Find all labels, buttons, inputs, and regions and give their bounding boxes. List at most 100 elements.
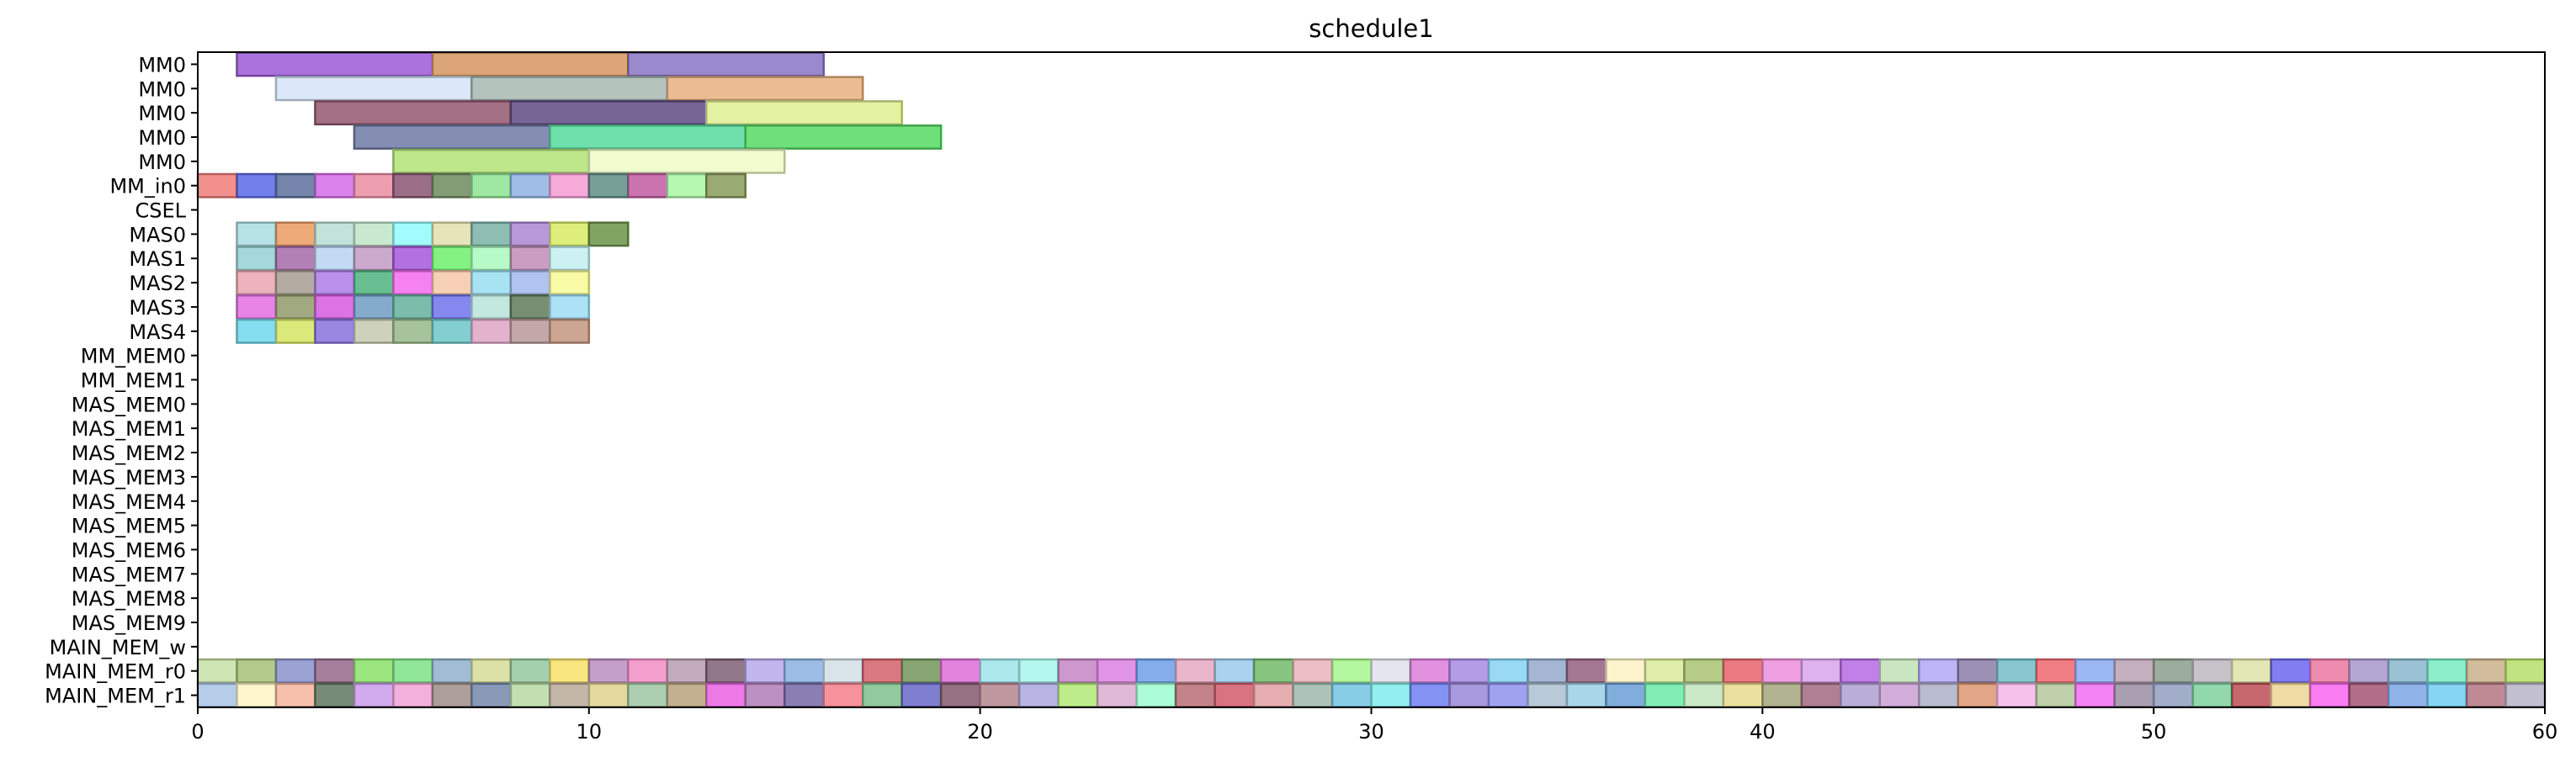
task-bar [470,76,669,102]
task-bar [587,172,629,199]
task-bar [549,172,591,199]
task-bar [549,294,591,320]
x-tick-label: 40 [1750,720,1776,744]
task-bar [431,172,473,199]
task-bars [196,51,2547,708]
task-bar [2152,658,2194,684]
task-bar [2074,658,2116,684]
task-bar [2465,682,2507,708]
task-bar [431,318,473,344]
task-bar [392,682,434,708]
task-bar [2308,682,2350,708]
task-bar [587,221,629,247]
task-bar [900,682,943,708]
task-bar [1017,658,1060,684]
task-bar [314,682,356,708]
task-bar [2074,682,2116,708]
x-tick-label: 50 [2141,720,2167,744]
task-bar [2270,658,2312,684]
x-tick-label: 20 [967,720,993,744]
task-bar [274,76,473,102]
task-bar [2348,658,2390,684]
task-bar [2348,682,2390,708]
task-bar [236,172,278,199]
y-tick-label: MAS2 [129,272,186,295]
task-bar [744,682,786,708]
task-bar [549,270,591,296]
x-tick-label: 30 [1358,720,1384,744]
task-bar [2230,658,2272,684]
task-bar [2387,682,2429,708]
task-bar [274,172,316,199]
task-bar [353,658,395,684]
task-bar [705,172,747,199]
task-bar [1330,658,1373,684]
y-tick-label: MAS_MEM6 [72,538,186,562]
y-tick-label: MAS1 [129,247,186,271]
y-tick-label: MAS_MEM7 [72,563,186,586]
task-bar [1409,682,1451,708]
task-bar [666,682,708,708]
task-bar [274,294,316,320]
y-tick-label: MAS_MEM2 [72,442,186,465]
task-bar [353,294,395,320]
task-bar [783,658,825,684]
task-bar [236,682,278,708]
task-bar [1057,658,1099,684]
task-bar [549,682,591,708]
y-tick-label: MAIN_MEM_w [50,636,186,659]
task-bar [2504,658,2547,684]
task-bar [431,246,473,272]
task-bar [431,294,473,320]
task-bar [744,124,943,150]
task-bar [979,658,1021,684]
x-tick-label: 0 [191,720,204,744]
y-tick-label: MM0 [138,102,186,125]
task-bar [2035,682,2077,708]
task-bar [353,124,551,150]
x-tick-label: 60 [2532,720,2558,744]
y-tick-label: MM0 [138,53,186,77]
task-bar [1214,682,1256,708]
task-bar [1017,682,1060,708]
task-bar [274,682,316,708]
task-bar [236,294,278,320]
task-bar [1683,658,1725,684]
task-bar [1683,682,1725,708]
task-bar [1370,682,1412,708]
task-bar [392,294,434,320]
task-bar [1057,682,1099,708]
task-bar [1487,682,1529,708]
task-bar [1292,682,1334,708]
task-bar [2504,682,2547,708]
task-bar [939,658,981,684]
task-bar [353,318,395,344]
task-bar [2230,682,2272,708]
task-bar [1252,658,1294,684]
task-bar [431,658,473,684]
task-bar [1840,682,1882,708]
task-bar [783,682,825,708]
task-bar [2308,658,2350,684]
task-bar [1761,658,1803,684]
task-bar [861,682,903,708]
y-tick-label: MAS_MEM1 [72,417,186,441]
task-bar [979,682,1021,708]
task-bar [236,246,278,272]
task-bar [196,658,238,684]
task-bar [1096,658,1138,684]
y-tick-label: MAIN_MEM_r1 [45,685,186,708]
task-bar [627,51,825,77]
task-bar [1878,682,1920,708]
task-bar [1174,658,1216,684]
task-bar [822,682,864,708]
task-bar [431,270,473,296]
task-bar [236,318,278,344]
chart-title: schedule1 [1309,14,1433,43]
y-axis: MM0MM0MM0MM0MM0MM_in0CSELMAS0MAS1MAS2MAS… [45,53,198,708]
task-bar [509,682,551,708]
task-bar [2191,682,2233,708]
task-bar [2270,682,2312,708]
task-bar [1252,682,1294,708]
